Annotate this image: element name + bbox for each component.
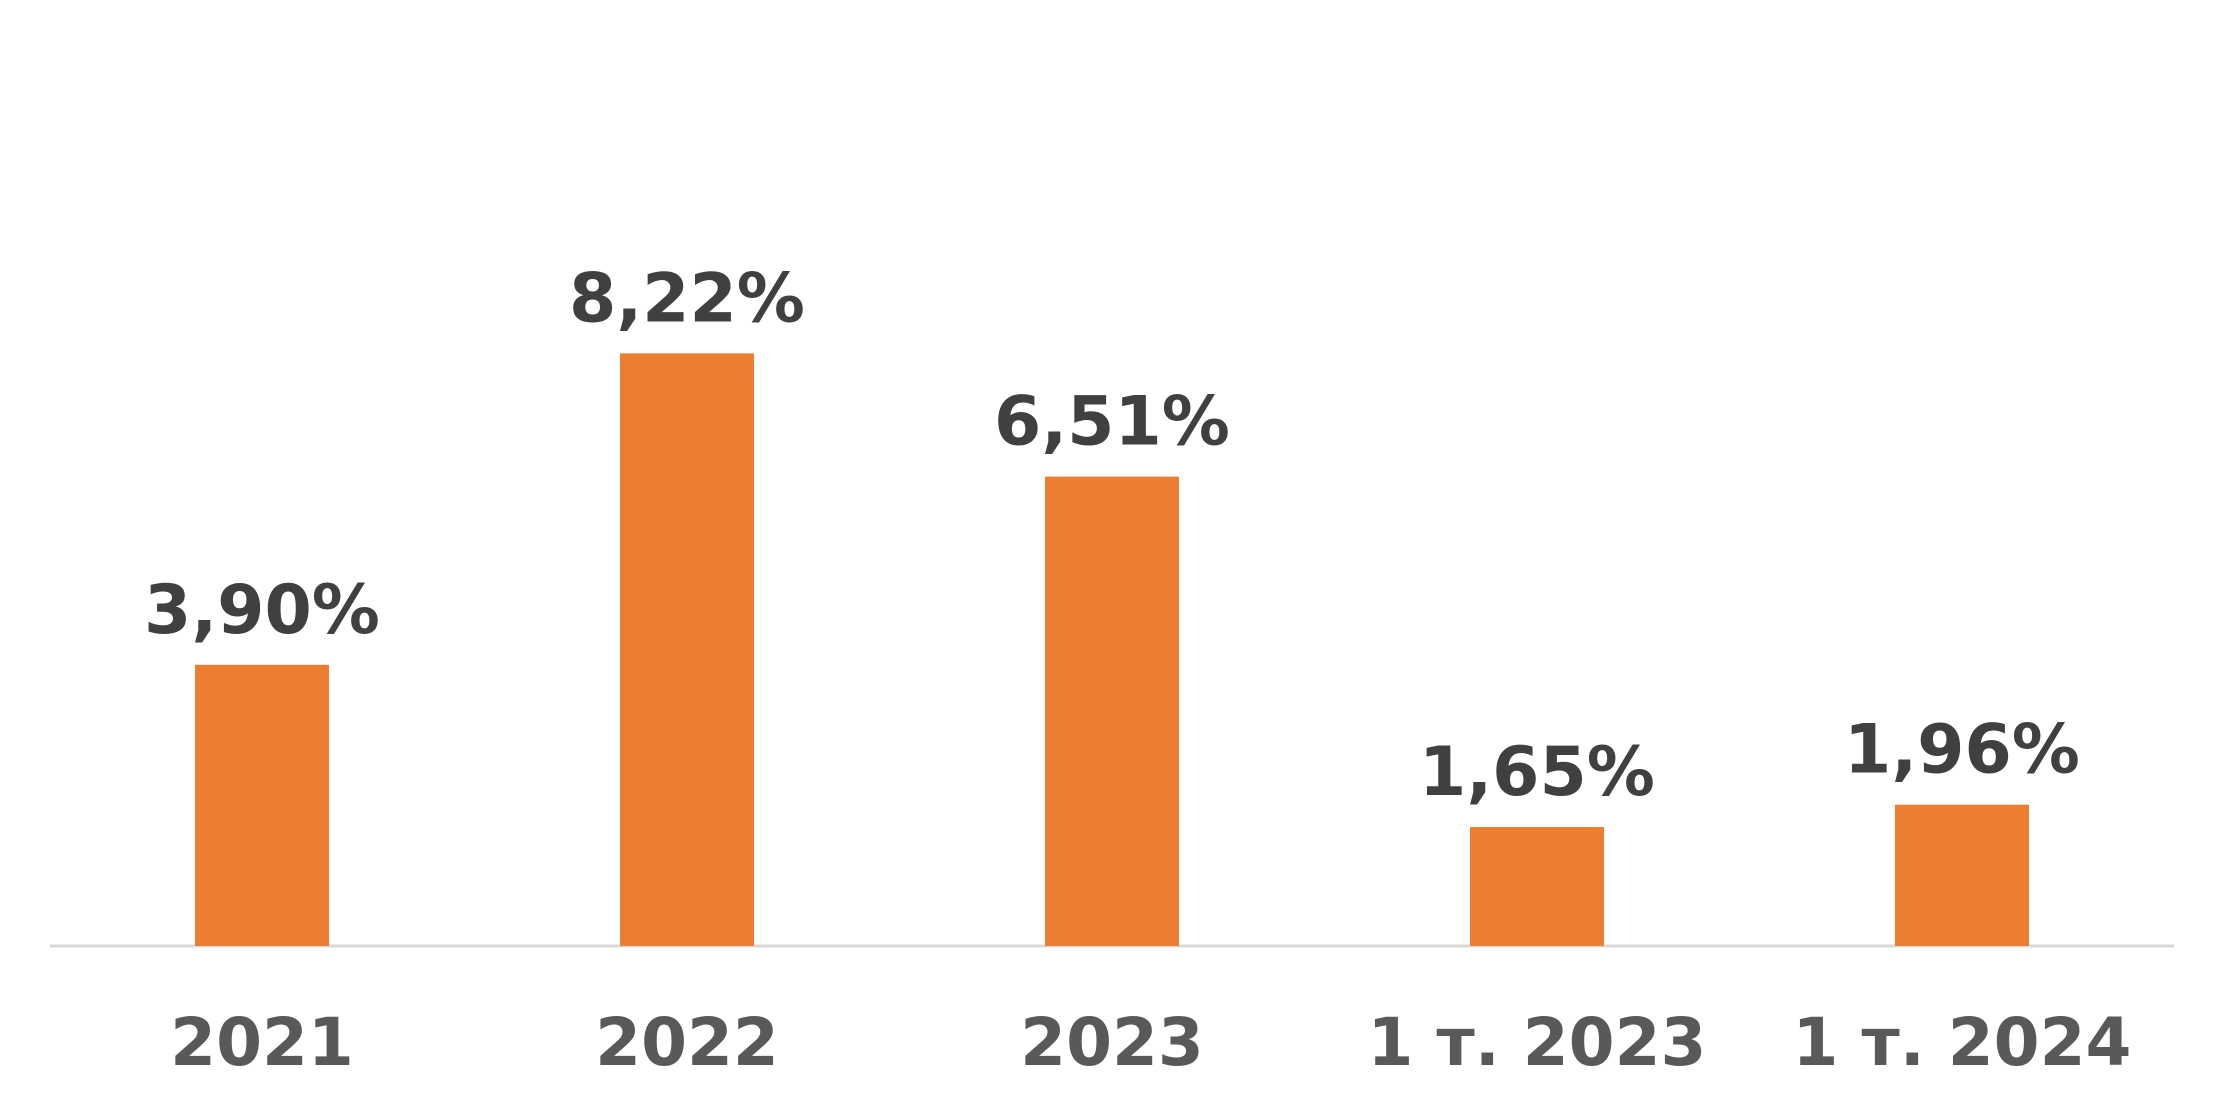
data-label-2: 6,51% [994,383,1230,462]
category-label-2: 2023 [1020,1004,1204,1081]
category-label-1: 2022 [595,1004,779,1081]
bar-4 [1895,804,2029,946]
bar-2 [1045,476,1179,946]
category-label-3: 1 т. 2023 [1368,1004,1707,1081]
bar-1 [620,353,754,946]
data-label-1: 8,22% [569,259,805,338]
data-label-3: 1,65% [1419,733,1655,812]
category-label-4: 1 т. 2024 [1793,1004,2132,1081]
bars-group [195,353,2029,946]
category-label-0: 2021 [170,1004,354,1081]
bar-0 [195,664,329,946]
data-label-4: 1,96% [1844,711,2080,790]
category-labels-group: 2021 2022 2023 1 т. 2023 1 т. 2024 [170,1004,2131,1081]
value-labels-group: 3,90% 8,22% 6,51% 1,65% 1,96% [144,259,2080,812]
bar-3 [1470,827,1604,946]
data-label-0: 3,90% [144,571,380,650]
